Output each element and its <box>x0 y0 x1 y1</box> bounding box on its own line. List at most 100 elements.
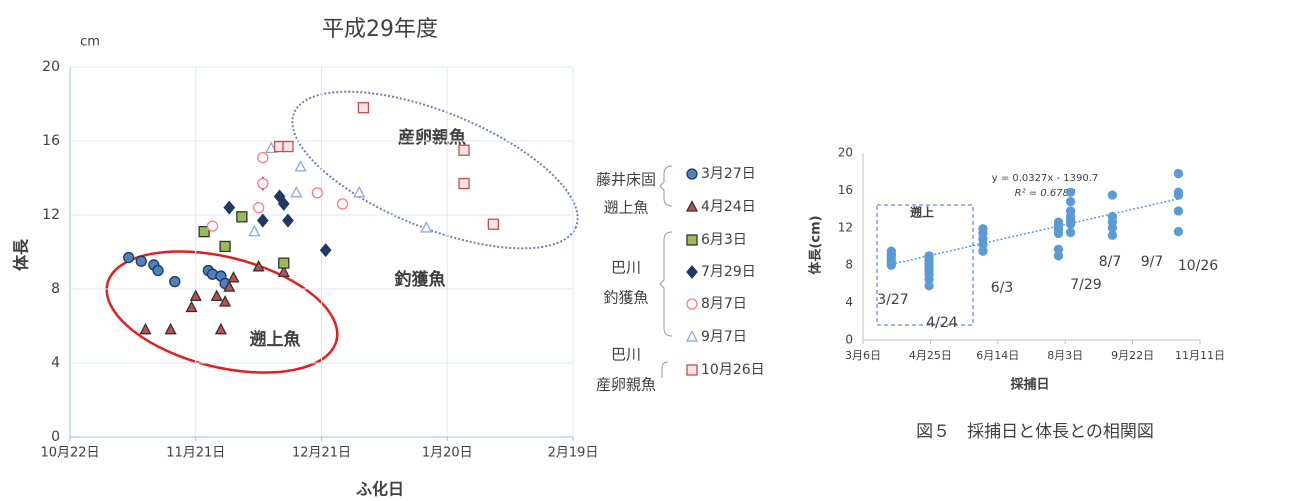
legend-bracket <box>661 361 669 378</box>
point <box>248 224 261 237</box>
chart-title: 平成29年度 <box>322 17 438 42</box>
point <box>487 218 500 230</box>
annotation: 遡上 <box>910 205 934 220</box>
annotation: 遡上魚 <box>250 329 301 350</box>
point <box>257 177 269 190</box>
point <box>223 200 236 215</box>
caption: 図５ 採捕日と体長との相関図 <box>916 422 1154 442</box>
legend-group-label: 藤井床固 <box>596 171 656 189</box>
point <box>1173 206 1184 216</box>
legend-group-label: 釣獲魚 <box>603 289 648 307</box>
point <box>1053 228 1064 239</box>
point <box>135 255 147 267</box>
point <box>123 251 135 264</box>
y-tick-label: 12 <box>42 207 60 223</box>
point <box>458 177 470 190</box>
legend-label: 10月26日 <box>701 362 765 378</box>
point <box>1173 168 1184 179</box>
legend-bracket <box>659 165 673 207</box>
y-tick-label: 0 <box>51 429 60 445</box>
y-axis-label: 体長 <box>12 238 31 271</box>
point <box>236 211 248 223</box>
y-tick-label: 20 <box>838 146 853 160</box>
legend-marker <box>685 200 699 212</box>
legend-label: 6月3日 <box>701 232 747 248</box>
point <box>319 243 332 258</box>
point <box>353 185 366 198</box>
point <box>219 240 231 253</box>
point <box>219 295 232 307</box>
point <box>336 198 349 210</box>
annotation: 10/26 <box>1178 258 1218 274</box>
group-ellipse <box>291 90 579 250</box>
point <box>282 213 294 228</box>
trendline <box>891 198 1179 265</box>
x-tick-label: 12月21日 <box>292 446 351 461</box>
legend-marker <box>686 298 698 310</box>
point <box>252 259 265 272</box>
point <box>1065 187 1076 197</box>
point <box>198 225 210 238</box>
point <box>1065 196 1076 207</box>
point <box>278 257 290 269</box>
y-tick-label: 20 <box>42 59 60 75</box>
point <box>277 196 290 211</box>
group-ellipse <box>105 250 339 374</box>
point <box>227 271 240 283</box>
point <box>282 140 294 153</box>
x-axis-label: 採捕日 <box>1010 377 1049 393</box>
point <box>1107 190 1118 200</box>
point <box>164 322 177 335</box>
legend-bracket <box>659 231 673 337</box>
y-tick-label: 0 <box>845 333 853 347</box>
point <box>277 265 290 278</box>
y-tick-label: 4 <box>845 295 853 309</box>
point <box>978 246 988 256</box>
legend-group-label: 巴川 <box>611 346 641 364</box>
legend-group-label: 産卵親魚 <box>596 376 656 394</box>
point <box>152 264 164 277</box>
trend-r2: R² = 0.6787 <box>1015 188 1076 199</box>
point <box>1065 219 1076 229</box>
x-tick-label: 11月11日 <box>1175 349 1225 362</box>
point <box>886 260 896 270</box>
annotation: 7/29 <box>1070 277 1101 293</box>
y-tick-label: 16 <box>838 183 853 197</box>
x-axis-label: ふ化日 <box>356 480 404 499</box>
legend-label: 4月24日 <box>701 199 756 215</box>
annotation: 4/24 <box>926 315 958 331</box>
point <box>1107 230 1118 240</box>
point <box>139 322 152 335</box>
point <box>357 102 370 114</box>
annotation: 9/7 <box>1141 254 1164 270</box>
x-tick-label: 1月20日 <box>422 446 473 461</box>
annotation: 3/27 <box>877 292 908 308</box>
y-tick-label: 16 <box>42 133 60 149</box>
y-tick-label: 8 <box>51 281 60 297</box>
point <box>189 289 202 302</box>
point <box>924 281 934 291</box>
point <box>214 322 227 335</box>
point <box>223 280 236 292</box>
point <box>252 201 265 214</box>
annotation: 釣獲魚 <box>395 269 446 290</box>
y-tick-label: 8 <box>845 258 853 272</box>
point <box>1053 251 1064 261</box>
point <box>294 160 307 172</box>
point <box>420 221 433 233</box>
annotation: 6/3 <box>991 280 1014 296</box>
trend-equation: y = 0.0327x - 1390.7 <box>992 173 1099 184</box>
point <box>1065 227 1076 238</box>
point <box>257 151 269 164</box>
legend-label: 8月7日 <box>701 296 747 312</box>
y-tick-label: 12 <box>838 220 853 234</box>
x-tick-label: 2月19日 <box>548 446 599 461</box>
point <box>185 300 198 313</box>
x-tick-label: 8月3日 <box>1047 349 1083 362</box>
x-tick-label: 9月22日 <box>1111 349 1154 362</box>
y-unit: cm <box>80 35 100 50</box>
legend-label: 9月7日 <box>701 329 747 345</box>
annotation: 産卵親魚 <box>398 127 466 148</box>
point <box>458 144 470 156</box>
